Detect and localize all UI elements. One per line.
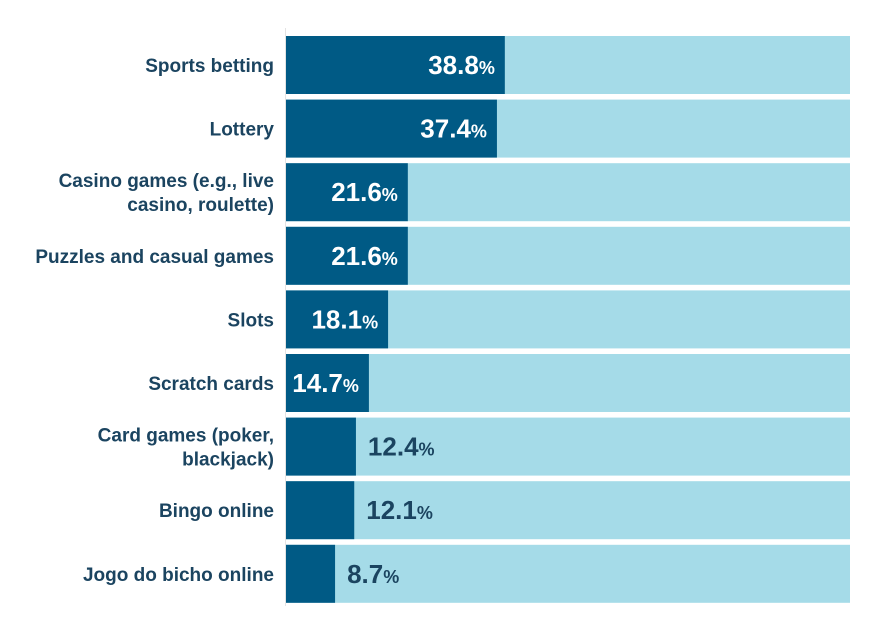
bar-row: Jogo do bicho online 8.7% — [83, 544, 850, 603]
category-label: Card games (poker, blackjack) — [98, 426, 274, 471]
bar-row: Scratch cards 14.7% — [148, 354, 850, 412]
category-label: Bingo online — [159, 501, 274, 522]
bar-row: Sports betting 38.8% — [145, 36, 850, 94]
category-label: Sports betting — [145, 56, 274, 77]
bar-row: Card games (poker, blackjack) 12.4% — [98, 417, 850, 476]
bar — [286, 544, 336, 603]
bar — [286, 481, 355, 540]
value-label: 12.4% — [368, 432, 435, 462]
bar — [286, 163, 408, 222]
category-label: Jogo do bicho online — [83, 565, 274, 586]
category-label: Slots — [228, 310, 274, 331]
bar-row: Casino games (e.g., live casino, roulette… — [59, 163, 850, 222]
bar-row: Lottery 37.4% — [210, 99, 850, 158]
category-label: Scratch cards — [148, 374, 274, 395]
bar — [286, 226, 408, 285]
value-label: 38.8% — [428, 50, 495, 80]
bar-row: Bingo online 12.1% — [159, 481, 850, 540]
category-label: Casino games (e.g., live casino, roulette… — [59, 171, 274, 216]
category-label: Puzzles and casual games — [35, 247, 274, 268]
bar — [286, 290, 389, 349]
value-label: 18.1% — [311, 304, 378, 334]
bar — [286, 354, 369, 412]
bar-row: Slots 18.1% — [228, 290, 850, 349]
bar — [286, 417, 356, 476]
category-label: Lottery — [210, 120, 275, 141]
bar-background — [286, 417, 850, 476]
value-label: 12.1% — [366, 495, 433, 525]
bar-row: Puzzles and casual games 21.6% — [35, 226, 850, 285]
bar — [286, 99, 497, 158]
value-label: 21.6% — [331, 241, 398, 271]
bar-background — [286, 481, 850, 540]
bar-background — [286, 544, 850, 603]
bar — [286, 36, 505, 94]
bar-background — [286, 354, 850, 412]
value-label: 14.7% — [292, 368, 359, 398]
value-label: 21.6% — [331, 177, 398, 207]
value-label: 8.7% — [347, 559, 399, 589]
value-label: 37.4% — [420, 114, 487, 144]
